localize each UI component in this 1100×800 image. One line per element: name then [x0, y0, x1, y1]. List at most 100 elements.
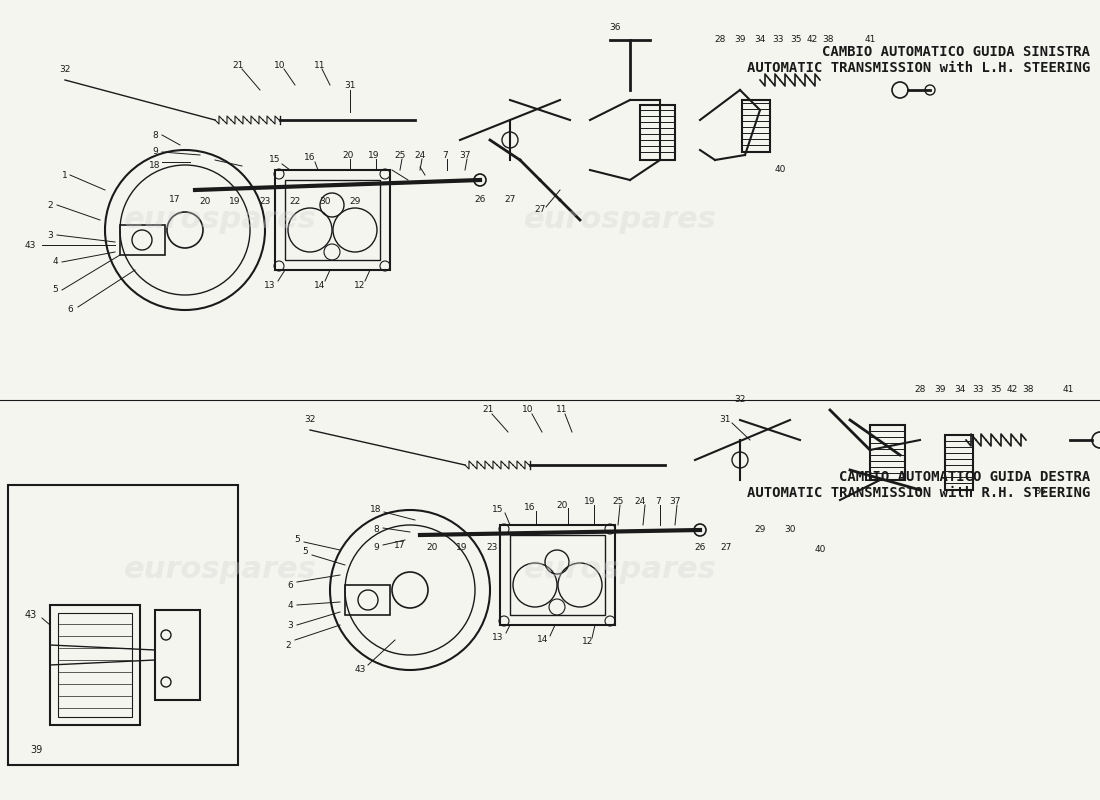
Text: 17: 17 — [169, 195, 180, 205]
Text: 38: 38 — [1022, 386, 1034, 394]
Text: 13: 13 — [493, 633, 504, 642]
Text: 26: 26 — [694, 542, 706, 551]
Text: 7: 7 — [656, 498, 661, 506]
Text: 18: 18 — [150, 161, 161, 170]
Text: 23: 23 — [486, 542, 497, 551]
Bar — [500, 525, 615, 625]
Text: 6: 6 — [67, 306, 73, 314]
Text: 34: 34 — [755, 35, 766, 45]
Text: 21: 21 — [232, 61, 244, 70]
Bar — [275, 170, 390, 270]
Text: 8: 8 — [373, 526, 378, 534]
Text: 20: 20 — [557, 501, 568, 510]
Text: 2: 2 — [285, 641, 290, 650]
Text: 43: 43 — [354, 666, 365, 674]
Bar — [945, 435, 974, 490]
Bar — [510, 535, 605, 615]
Text: 39: 39 — [30, 745, 42, 755]
Bar — [120, 225, 165, 255]
Bar — [345, 585, 390, 615]
Text: 15: 15 — [493, 506, 504, 514]
Text: eurospares: eurospares — [123, 206, 317, 234]
Text: 32: 32 — [305, 415, 316, 425]
Text: 2: 2 — [47, 201, 53, 210]
Bar — [58, 613, 132, 717]
Text: 9: 9 — [152, 147, 158, 157]
Text: 14: 14 — [315, 281, 326, 290]
Text: 19: 19 — [368, 150, 379, 159]
Text: 4: 4 — [287, 601, 293, 610]
Text: 35: 35 — [990, 386, 1002, 394]
Text: 32: 32 — [735, 395, 746, 405]
Text: 37: 37 — [460, 150, 471, 159]
Text: 12: 12 — [354, 281, 365, 290]
Text: 17: 17 — [394, 541, 406, 550]
Text: 24: 24 — [635, 498, 646, 506]
Text: 21: 21 — [482, 406, 494, 414]
Text: 28: 28 — [914, 386, 926, 394]
Text: CAMBIO AUTOMATICO GUIDA SINISTRA
AUTOMATIC TRANSMISSION with L.H. STEERING: CAMBIO AUTOMATICO GUIDA SINISTRA AUTOMAT… — [747, 45, 1090, 75]
Text: 29: 29 — [350, 198, 361, 206]
Bar — [870, 425, 905, 480]
Text: CAMBIO AUTOMATICO GUIDA DESTRA
AUTOMATIC TRANSMISSION with R.H. STEERING: CAMBIO AUTOMATICO GUIDA DESTRA AUTOMATIC… — [747, 470, 1090, 500]
Text: 29: 29 — [755, 526, 766, 534]
Text: 41: 41 — [865, 35, 876, 45]
Text: 39: 39 — [934, 386, 946, 394]
Text: 3: 3 — [47, 230, 53, 239]
Text: 19: 19 — [456, 542, 468, 551]
Text: 31: 31 — [344, 81, 355, 90]
Text: 23: 23 — [260, 198, 271, 206]
Text: 16: 16 — [305, 154, 316, 162]
Text: 7: 7 — [442, 150, 448, 159]
Text: 13: 13 — [264, 281, 276, 290]
Text: 1: 1 — [62, 170, 68, 179]
Text: 30: 30 — [784, 526, 795, 534]
Text: 20: 20 — [342, 150, 354, 159]
Text: 11: 11 — [315, 61, 326, 70]
Text: 32: 32 — [59, 66, 70, 74]
Text: 33: 33 — [972, 386, 983, 394]
Text: 25: 25 — [613, 498, 624, 506]
Text: 43: 43 — [25, 610, 37, 620]
Text: 24: 24 — [415, 150, 426, 159]
Text: 19: 19 — [584, 498, 596, 506]
Text: 36: 36 — [1034, 487, 1046, 497]
Text: 5: 5 — [52, 286, 58, 294]
Text: 14: 14 — [537, 635, 549, 645]
Text: 34: 34 — [955, 386, 966, 394]
Text: 27: 27 — [535, 206, 546, 214]
Text: 43: 43 — [24, 241, 35, 250]
Bar — [50, 605, 140, 725]
Text: 40: 40 — [814, 546, 826, 554]
Bar — [8, 485, 238, 765]
Text: 28: 28 — [714, 35, 726, 45]
Text: 41: 41 — [1063, 386, 1074, 394]
Text: 33: 33 — [772, 35, 783, 45]
Text: 15: 15 — [270, 155, 280, 165]
Text: 39: 39 — [735, 35, 746, 45]
Text: 38: 38 — [823, 35, 834, 45]
Text: 26: 26 — [474, 195, 486, 205]
Text: 9: 9 — [373, 543, 378, 553]
Text: 31: 31 — [719, 415, 730, 425]
Text: 36: 36 — [609, 22, 620, 31]
Text: 4: 4 — [52, 258, 58, 266]
Text: 18: 18 — [371, 506, 382, 514]
Text: 10: 10 — [522, 406, 534, 414]
Text: 19: 19 — [229, 198, 241, 206]
Text: 11: 11 — [557, 406, 568, 414]
Bar — [155, 610, 200, 700]
Text: 8: 8 — [152, 130, 158, 139]
Text: 22: 22 — [289, 198, 300, 206]
Text: 37: 37 — [669, 498, 681, 506]
Text: 27: 27 — [720, 542, 732, 551]
Bar — [640, 105, 675, 160]
Text: 3: 3 — [287, 621, 293, 630]
Text: eurospares: eurospares — [123, 555, 317, 585]
Text: 40: 40 — [774, 166, 785, 174]
Bar — [285, 180, 380, 260]
Text: 30: 30 — [319, 198, 331, 206]
Text: 42: 42 — [1006, 386, 1018, 394]
Bar — [742, 100, 770, 152]
Text: 27: 27 — [504, 195, 516, 205]
